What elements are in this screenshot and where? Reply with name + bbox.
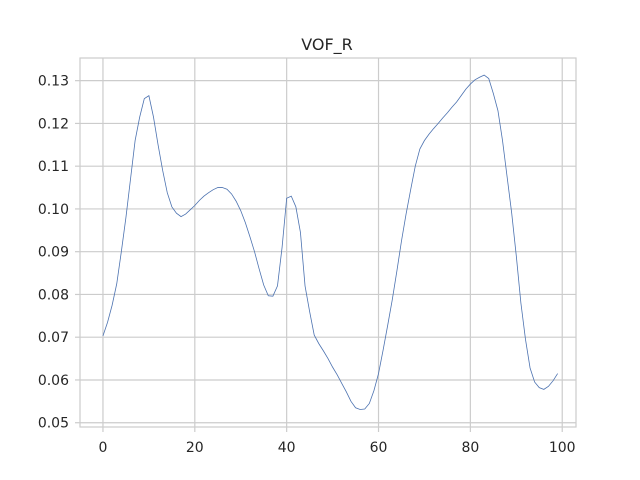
series-group [102,74,558,410]
x-tick-label: 40 [278,440,296,456]
x-tick-label: 60 [370,440,388,456]
y-tick-label: 0.10 [38,202,69,218]
x-tick-label: 100 [549,440,576,456]
grid [80,58,576,427]
y-tick-label: 0.11 [38,159,69,175]
y-tick-label: 0.09 [38,245,69,261]
y-tick-label: 0.07 [38,330,69,346]
ticks: 0 20 40 60 80 100 0.05 0.06 0.07 0.08 0.09 0.10 0.11… [38,74,576,456]
series-line [102,74,558,410]
y-tick-label: 0.13 [38,74,69,90]
y-tick-label: 0.12 [38,116,69,132]
x-tick-label: 80 [461,440,479,456]
plot-frame [79,57,577,428]
y-tick-label: 0.06 [38,373,69,389]
x-tick-label: 0 [99,440,108,456]
y-tick-label: 0.08 [38,287,69,303]
x-tick-label: 20 [186,440,204,456]
chart-title: VOF_R [301,35,353,55]
y-tick-label: 0.05 [38,416,69,432]
